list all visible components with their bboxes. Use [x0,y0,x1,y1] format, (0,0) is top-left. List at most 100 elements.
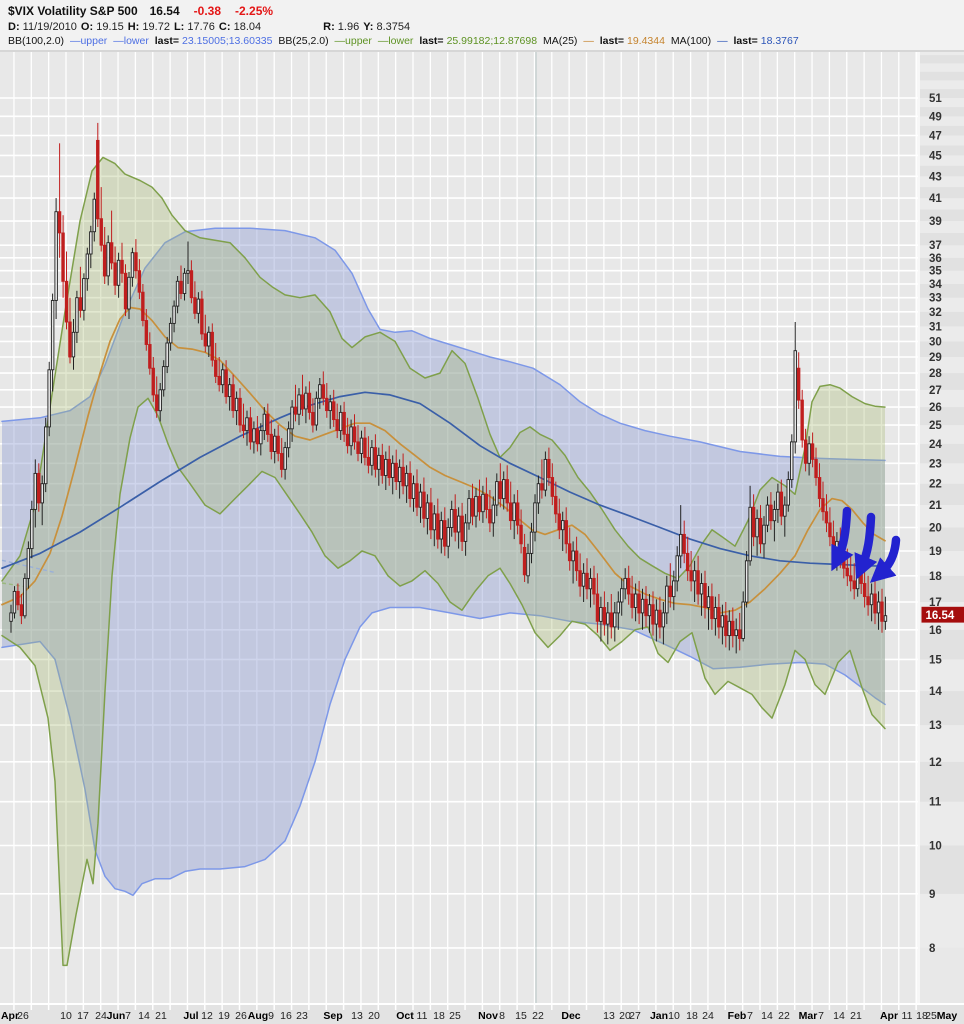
svg-text:45: 45 [929,150,942,162]
svg-text:Jan: Jan [650,1010,668,1022]
svg-text:Dec: Dec [561,1010,580,1022]
svg-text:23: 23 [296,1010,308,1022]
svg-text:21: 21 [929,500,942,512]
svg-text:Apr: Apr [880,1010,898,1022]
svg-text:39: 39 [929,216,942,228]
svg-text:49: 49 [929,111,942,123]
svg-text:26: 26 [235,1010,247,1022]
svg-text:19: 19 [929,546,942,558]
svg-text:20: 20 [929,523,942,535]
bb100-band [1,227,886,897]
svg-text:Nov: Nov [478,1010,498,1022]
svg-text:Jun: Jun [107,1010,126,1022]
svg-text:Jul: Jul [183,1010,198,1022]
svg-text:14: 14 [761,1010,773,1022]
svg-text:27: 27 [929,385,942,397]
last-price-tag-text: 16.54 [926,610,955,622]
svg-text:14: 14 [833,1010,845,1022]
legend-segment: —lower [377,35,417,47]
title-line: $VIX Volatility S&P 500 16.54 -0.38 -2.25% [8,4,273,18]
legend-segment: — [583,35,597,47]
svg-text:25: 25 [449,1010,461,1022]
ohlc-segment: Y: 8.3754 [363,21,411,33]
svg-text:Aug: Aug [248,1010,268,1022]
svg-text:7: 7 [747,1010,753,1022]
last-price-tag [921,606,964,623]
svg-text:30: 30 [929,336,942,348]
ohlc-segment: L: 17.76 [173,21,215,33]
ohlc-line: D: 11/19/2010 O: 19.15 H: 19.72 L: 17.76 C: … [8,21,414,33]
svg-text:43: 43 [929,171,942,183]
svg-text:11: 11 [417,1010,428,1022]
svg-text:22: 22 [532,1010,544,1022]
svg-text:29: 29 [929,352,942,364]
legend-segment: last= [419,35,444,47]
svg-text:12: 12 [929,757,942,769]
down-arrow-icon [831,506,854,572]
svg-text:24: 24 [702,1010,714,1022]
svg-text:17: 17 [929,597,942,609]
legend-segment: BB(100,2.0) [8,35,67,47]
legend-segment: —upper [69,35,111,47]
svg-text:22: 22 [778,1010,790,1022]
svg-text:9: 9 [929,889,935,901]
legend-line: BB(100,2.0) —upper —lower last= 23.15005;… [8,35,802,47]
svg-text:23: 23 [929,458,942,470]
svg-text:16: 16 [929,625,942,637]
legend-segment: 18.3767 [760,35,799,47]
svg-text:14: 14 [929,686,942,698]
svg-text:May: May [937,1010,958,1022]
svg-text:24: 24 [929,439,942,451]
svg-text:51: 51 [929,93,942,105]
price-change: -0.38 [193,4,222,18]
svg-text:9: 9 [268,1010,274,1022]
svg-text:47: 47 [929,131,942,143]
legend-segment: 25.99182;12.87698 [446,35,538,47]
legend-segment: BB(25,2.0) [275,35,332,47]
svg-text:18: 18 [433,1010,445,1022]
legend-segment: MA(100) [667,35,715,47]
svg-text:Apr: Apr [1,1010,19,1022]
legend-segment: 19.4344 [627,35,665,47]
legend-segment: last= [599,35,624,47]
svg-text:20: 20 [619,1010,631,1022]
legend-segment: last= [733,35,758,47]
svg-text:31: 31 [929,321,942,333]
ohlc-segment: C: 18.04 [218,21,262,33]
svg-text:13: 13 [351,1010,363,1022]
svg-text:13: 13 [603,1010,615,1022]
svg-text:24: 24 [95,1010,107,1022]
svg-text:8: 8 [929,943,936,955]
legend-segment: last= [154,35,179,47]
last-price: 16.54 [149,4,180,18]
svg-text:20: 20 [368,1010,380,1022]
svg-text:19: 19 [218,1010,230,1022]
svg-text:33: 33 [929,293,942,305]
svg-text:37: 37 [929,240,942,252]
ohlc-segment: O: 19.15 [80,21,124,33]
svg-text:28: 28 [929,368,942,380]
svg-text:18: 18 [686,1010,698,1022]
svg-text:10: 10 [929,841,942,853]
legend-segment: —lower [113,35,152,47]
svg-text:11: 11 [902,1010,913,1022]
svg-text:18: 18 [916,1010,928,1022]
svg-text:22: 22 [929,479,942,491]
svg-text:8: 8 [499,1010,505,1022]
svg-text:14: 14 [138,1010,150,1022]
ohlc-segment: H: 19.72 [127,21,170,33]
svg-text:15: 15 [515,1010,527,1022]
svg-text:13: 13 [929,720,942,732]
svg-text:26: 26 [17,1010,29,1022]
svg-text:35: 35 [929,266,942,278]
svg-text:7: 7 [125,1010,131,1022]
legend-segment: —upper [334,35,375,47]
svg-text:12: 12 [201,1010,213,1022]
svg-text:Oct: Oct [396,1010,414,1022]
legend-segment: MA(25) [540,35,581,47]
ohlc-segment: D: 11/19/2010 [8,21,77,33]
